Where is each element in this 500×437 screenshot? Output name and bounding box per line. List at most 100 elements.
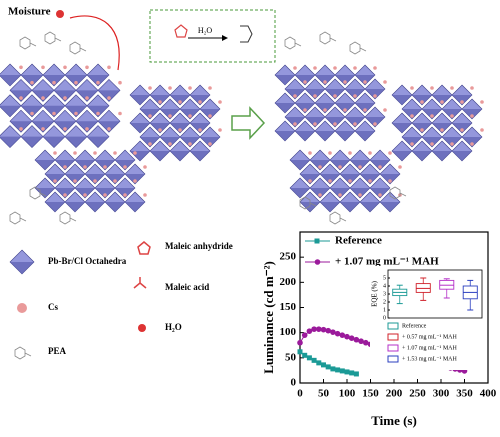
octahedron-shade [180,109,200,119]
octahedron-shade [170,151,190,161]
cs-atom [308,151,312,155]
octahedron-shade [115,188,135,198]
chart: 0 50 100 150 200 250 300 350 400050100150200250T… [261,231,497,428]
cs-atom [480,128,484,132]
octahedron-shade [295,103,315,113]
cs-atom [328,179,332,183]
pea-molecule [349,41,367,55]
x-tick-label: 250 [409,388,426,400]
marker [311,357,317,363]
legend-label: Reference [402,322,427,329]
octahedron-shade [160,109,180,119]
y-tick-label: 5 [383,275,386,281]
cs-atom [420,100,424,104]
octahedron-shade [340,202,360,212]
cs-atom [353,66,357,70]
cs-atom [208,114,212,118]
cs-atom [107,65,111,70]
pea-molecule [59,211,77,225]
cs-atom [188,86,192,90]
cs-atom [410,142,414,146]
cs-atom [143,165,147,169]
legend-label: + 0.57 mg mL⁻¹ MAH [402,334,458,340]
octahedron-shade [10,90,32,102]
octahedron-shade [290,160,310,170]
cs-atom [368,179,372,183]
octahedron-shade [315,131,335,141]
octahedron-shade [87,136,109,148]
pea-molecule [44,31,62,45]
octahedron-shade [75,160,95,170]
marker [297,339,303,346]
cs-atom [168,86,172,90]
legend-label: + 1.53 mg mL⁻¹ MAH [402,356,458,362]
pea-molecule [14,346,32,360]
cs-atom [96,111,100,116]
y-tick-label: 3 [383,291,386,297]
octahedron-shade [325,117,345,127]
octahedron-shade [55,188,75,198]
legend-text: H₂O [165,322,182,332]
octahedron-shade [295,131,315,141]
octahedron-shade [65,174,85,184]
cs-atom [343,108,347,112]
octahedron-shade [392,123,412,133]
octahedron-shade [140,109,160,119]
cs-atom [63,193,67,197]
octahedron-shade [125,174,145,184]
y-axis-label: Luminance (cd m⁻²) [261,261,276,374]
cs-atom [293,94,297,98]
octahedron-shade [75,188,95,198]
octahedron-shade [300,174,320,184]
octahedron-shade [200,137,220,147]
octahedron-shade [462,109,482,119]
marker [339,368,345,374]
cs-atom [30,111,34,116]
cs-atom [198,100,202,104]
cs-atom [53,179,57,183]
cs-atom [85,65,89,70]
octahedron-shade [76,121,98,133]
cs-atom [93,151,97,155]
cs-atom [123,193,127,197]
octahedron-shade [160,137,180,147]
marker [297,349,303,355]
octahedron-shade [275,131,295,141]
octahedron-shade [190,123,210,133]
cs-atom [208,86,212,90]
octahedron-shade [125,202,145,212]
cs-atom [353,122,357,126]
x-tick-label: 100 [339,388,356,400]
cs-atom [107,127,111,131]
octahedron-shade [412,123,432,133]
octahedron-shade [150,151,170,161]
cs-atom [218,128,222,132]
cs-icon [17,303,27,313]
octahedron-shade [355,75,375,85]
cs-atom [178,100,182,104]
x-tick-label: 0 [297,388,303,400]
octahedron-shade [432,95,452,105]
octahedron-shade [45,202,65,212]
pea-molecule [29,186,47,200]
marker [330,366,336,372]
cs-atom [41,65,45,70]
cs-atom [318,193,322,197]
y-tick-label: 250 [280,251,297,263]
cs-atom [363,108,367,112]
octahedron-shade [95,188,115,198]
cs-atom [103,193,107,197]
cs-atom [373,66,377,70]
octahedron-shade [310,160,330,170]
octahedron-shade [335,75,355,85]
marker [348,335,355,342]
octahedron-shade [105,174,125,184]
octahedron-shade [285,117,305,127]
marker [306,328,313,334]
octahedron-shade [190,151,210,161]
marker [302,352,308,358]
cs-atom [41,96,45,100]
octahedron-shade [295,75,315,85]
octahedron-shade [98,90,120,102]
octahedron-shade [10,262,34,274]
